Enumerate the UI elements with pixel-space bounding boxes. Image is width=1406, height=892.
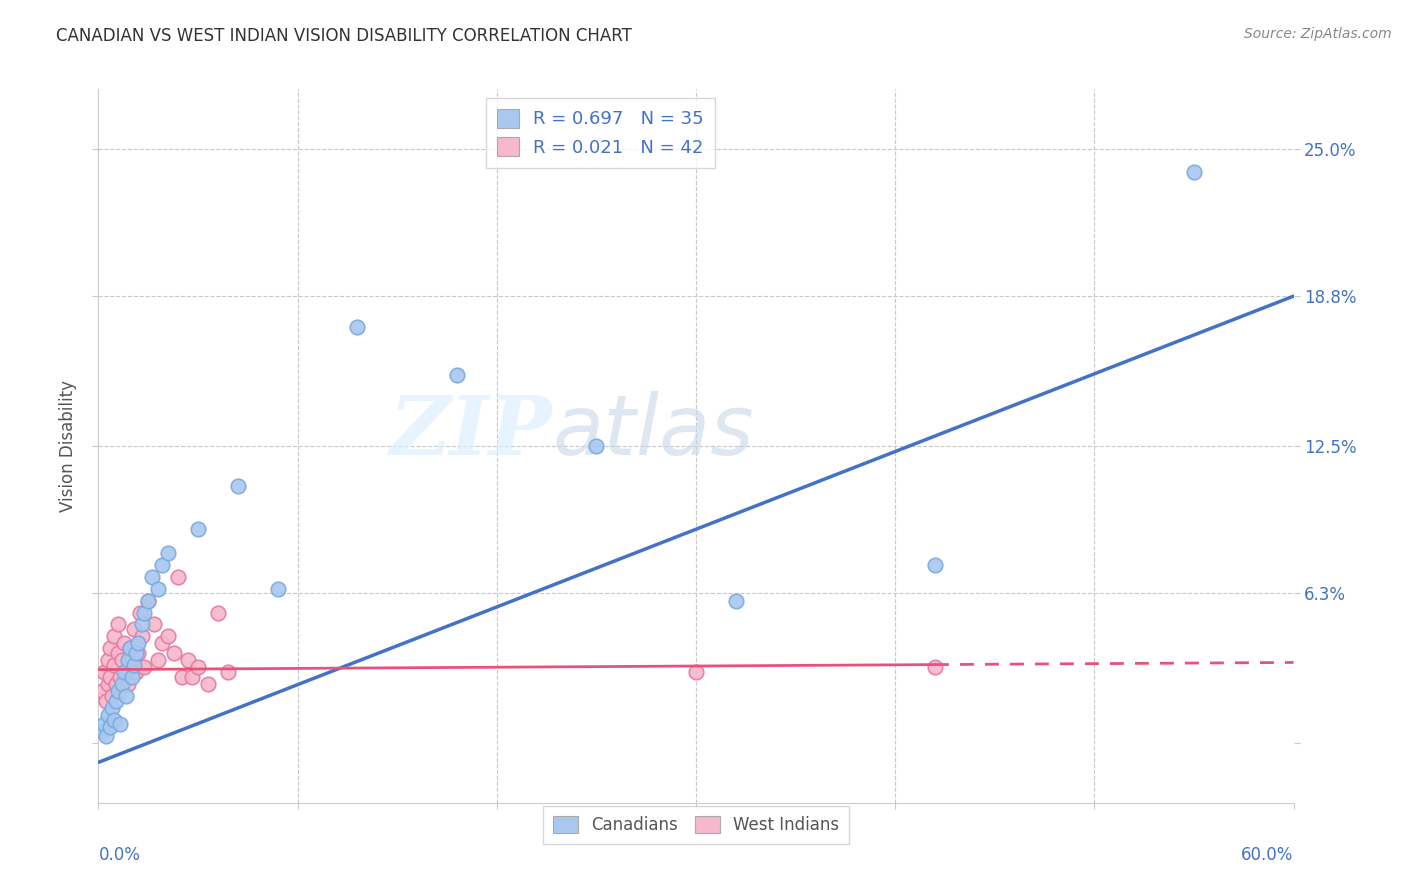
Point [127,636,149,650]
Point [125,646,148,660]
Point [103,713,125,727]
Point [112,665,135,679]
Text: CANADIAN VS WEST INDIAN VISION DISABILITY CORRELATION CHART: CANADIAN VS WEST INDIAN VISION DISABILIT… [56,27,633,45]
Point [163,646,186,660]
Point [125,665,148,679]
Point [111,677,134,691]
Point [103,629,125,643]
Point [141,570,163,584]
Text: 60.0%: 60.0% [1241,846,1294,863]
Point [207,606,229,620]
Point [143,617,166,632]
Point [217,665,239,679]
Point [97,677,120,691]
Point [197,677,219,691]
Legend: Canadians, West Indians: Canadians, West Indians [543,806,849,845]
Point [1182,165,1205,179]
Point [131,617,153,632]
Point [172,670,194,684]
Point [91,684,114,698]
Point [110,717,132,731]
Point [98,720,122,734]
Text: Source: ZipAtlas.com: Source: ZipAtlas.com [1244,27,1392,41]
Point [117,653,139,667]
Point [91,724,114,739]
Text: atlas: atlas [553,392,754,472]
Point [124,657,146,672]
Text: ZIP: ZIP [389,392,553,472]
Point [226,479,249,493]
Point [93,717,115,731]
Point [148,653,170,667]
Point [124,622,146,636]
Point [105,677,128,691]
Point [98,641,122,656]
Point [446,368,468,382]
Point [110,670,132,684]
Point [267,582,290,596]
Point [107,684,129,698]
Point [167,570,190,584]
Point [136,593,159,607]
Point [136,593,159,607]
Y-axis label: Vision Disability: Vision Disability [59,380,77,512]
Point [103,657,125,672]
Point [157,629,180,643]
Point [121,670,143,684]
Point [924,558,946,572]
Point [97,653,120,667]
Point [97,707,120,722]
Point [107,617,129,632]
Point [111,653,134,667]
Point [346,320,368,334]
Point [685,665,707,679]
Point [150,558,173,572]
Point [148,582,170,596]
Point [585,439,607,453]
Point [98,670,122,684]
Point [181,670,204,684]
Point [134,660,156,674]
Point [924,660,946,674]
Text: 0.0%: 0.0% [98,846,141,863]
Point [129,606,152,620]
Point [177,653,200,667]
Point [120,641,142,656]
Point [115,689,138,703]
Point [121,653,143,667]
Point [96,693,118,707]
Point [120,641,142,656]
Point [134,606,156,620]
Point [107,646,129,660]
Point [724,593,747,607]
Point [101,689,124,703]
Point [157,546,180,560]
Point [187,522,209,536]
Point [112,636,135,650]
Point [93,665,115,679]
Point [101,700,124,714]
Point [187,660,209,674]
Point [115,665,138,679]
Point [105,693,128,707]
Point [117,677,139,691]
Point [127,646,149,660]
Point [131,629,153,643]
Point [150,636,173,650]
Point [96,729,118,743]
